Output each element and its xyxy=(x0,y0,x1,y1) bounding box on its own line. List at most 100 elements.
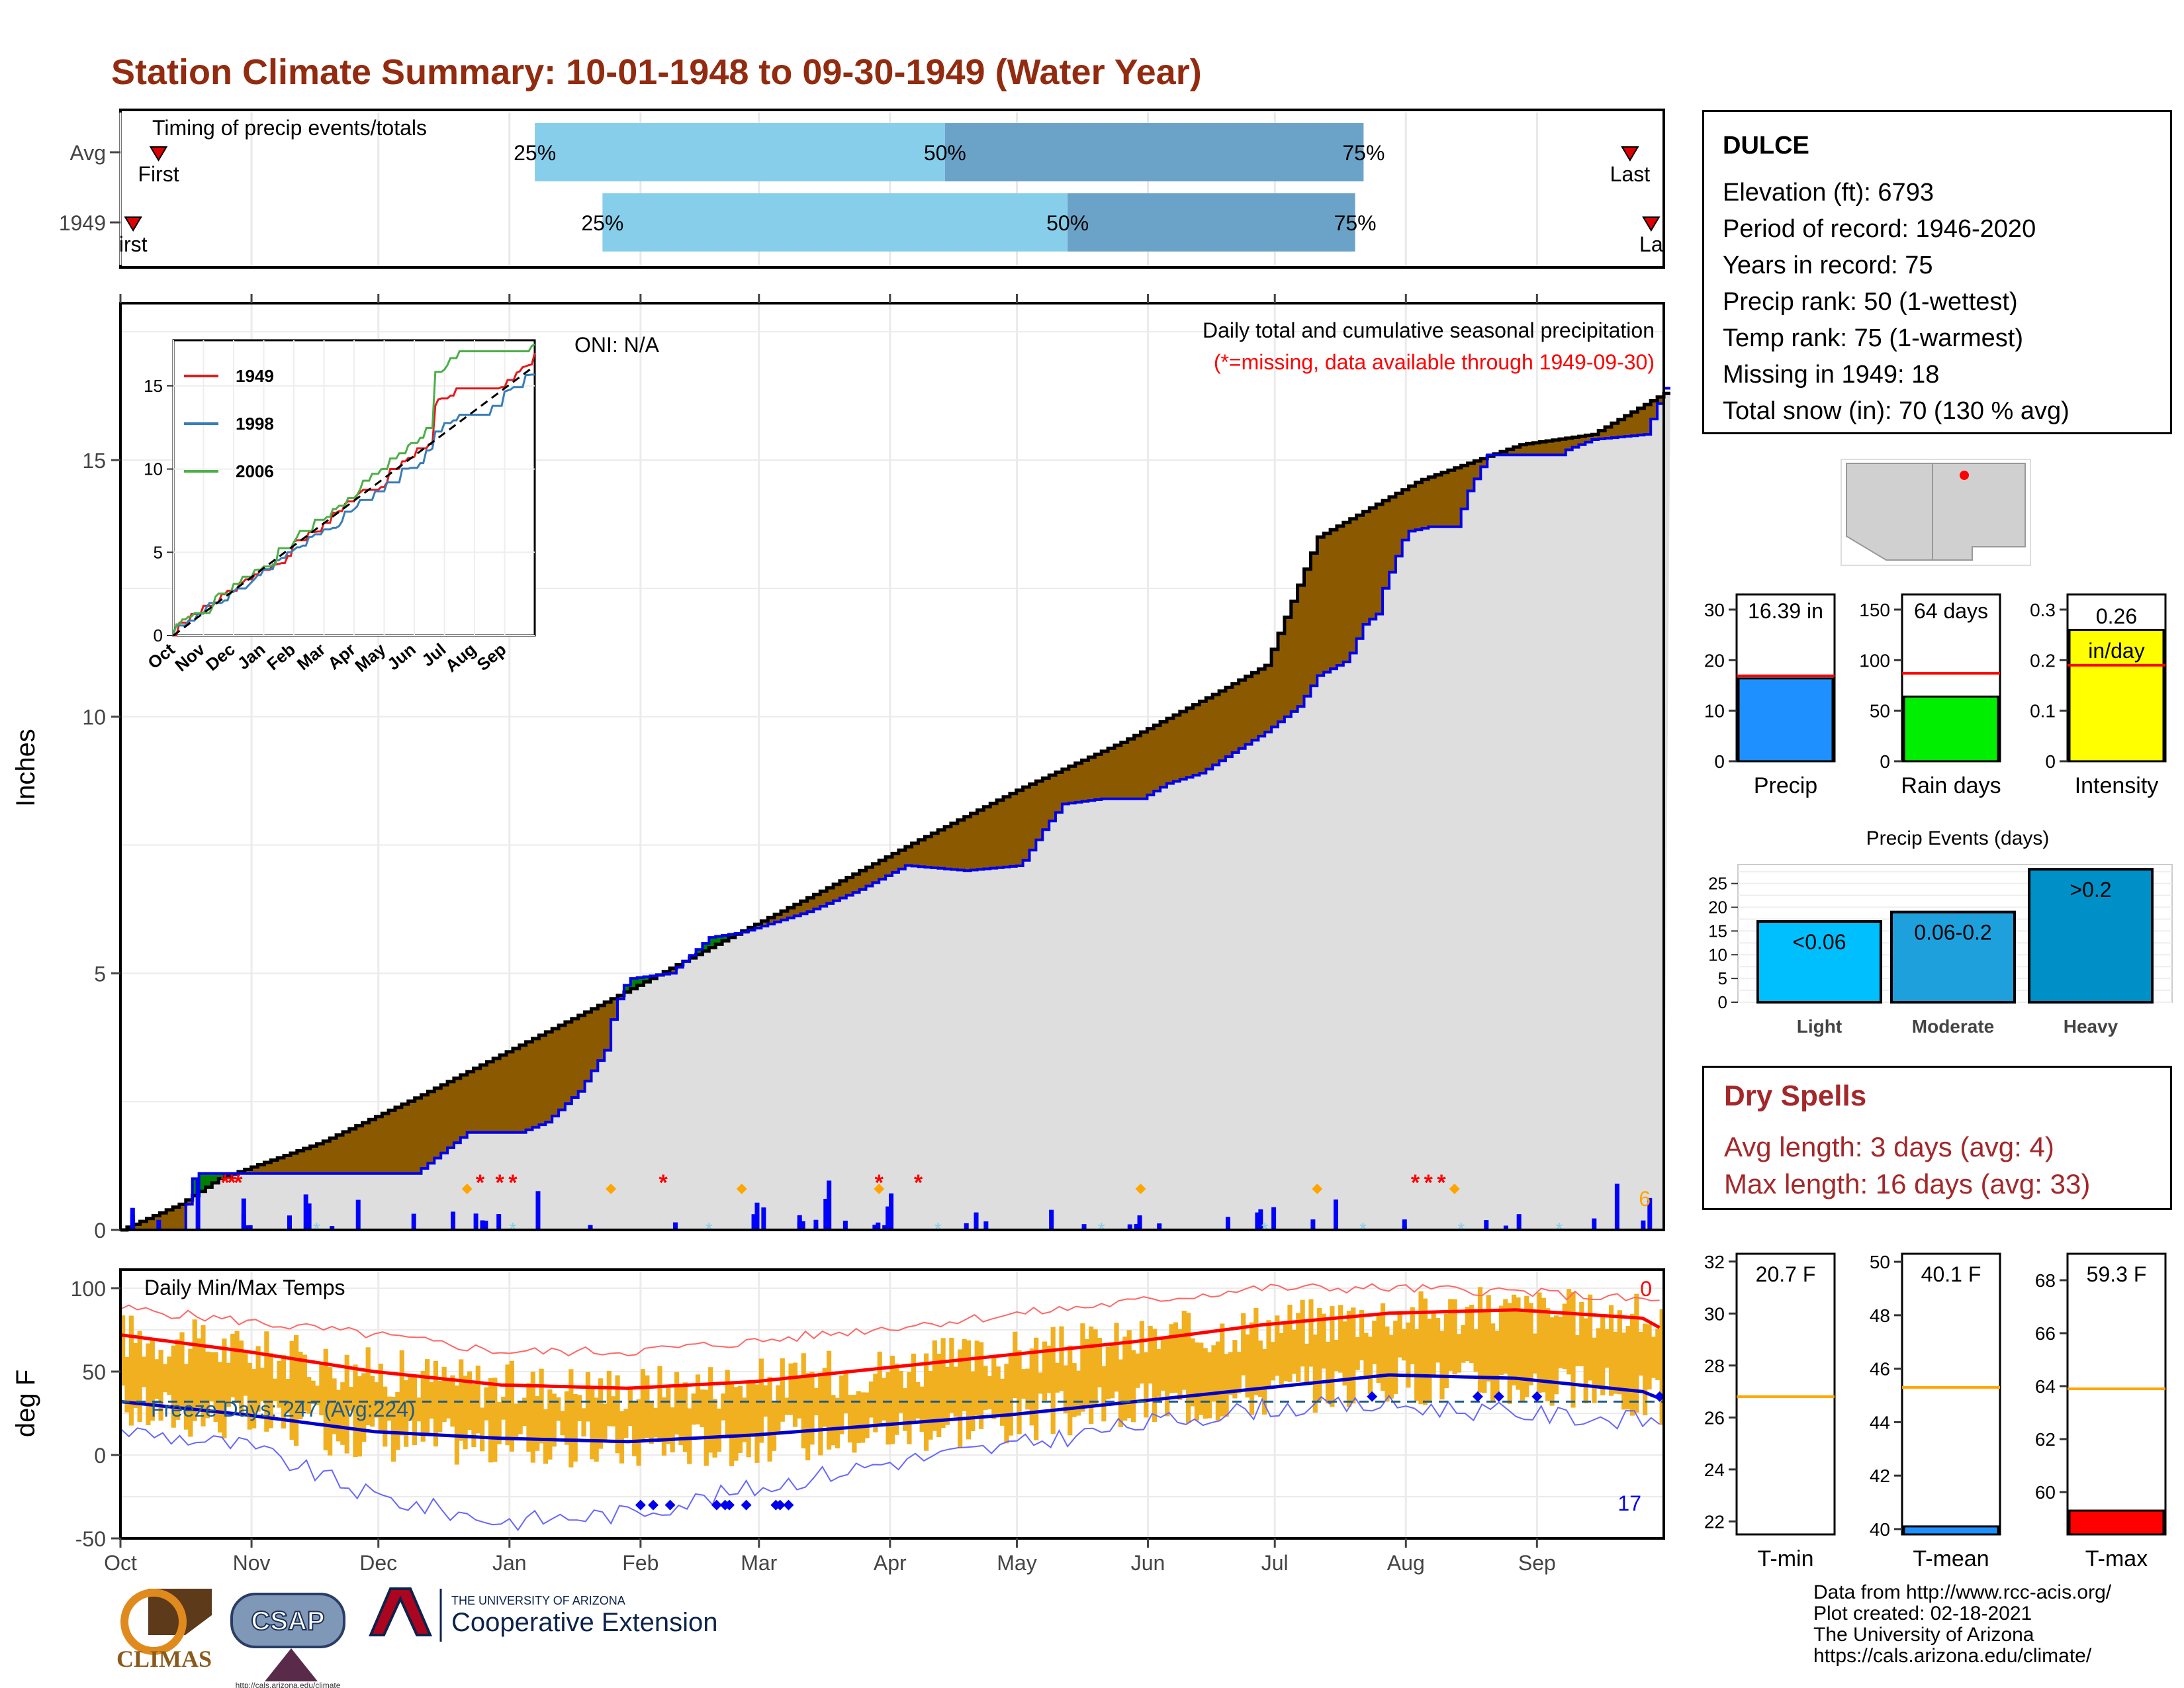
daily-temp-bar xyxy=(268,1353,273,1429)
deficit-fill xyxy=(604,1002,612,1051)
legend-label: 1998 xyxy=(236,414,274,434)
inset-avg-line xyxy=(173,365,535,637)
timing-bar-25-50 xyxy=(602,193,1068,252)
daily-temp-bar xyxy=(124,1356,130,1413)
daily-temp-bar xyxy=(831,1395,836,1446)
deficit-fill xyxy=(1637,408,1645,436)
daily-temp-bar xyxy=(1021,1369,1026,1399)
event-bar-label: 0.06-0.2 xyxy=(1914,921,1991,945)
daily-temp-bar xyxy=(1351,1307,1356,1404)
daily-temp-bar xyxy=(1249,1322,1255,1415)
daily-temp-bar xyxy=(581,1408,586,1437)
daily-temp-bar xyxy=(1211,1345,1216,1402)
deficit-fill xyxy=(1140,731,1148,799)
daily-temp-bar xyxy=(873,1374,878,1432)
daily-temp-bar xyxy=(162,1364,168,1393)
deficit-fill xyxy=(983,806,991,869)
daily-temp-bar xyxy=(505,1364,510,1446)
daily-temp-bar xyxy=(1625,1326,1631,1410)
deficit-fill xyxy=(931,833,938,868)
ylabel: Inches xyxy=(11,729,40,807)
daily-temp-bar xyxy=(1110,1342,1115,1399)
deficit-fill xyxy=(369,1119,376,1174)
ytick-label: 20 xyxy=(1708,898,1727,917)
record-low-diamond xyxy=(774,1499,786,1511)
deficit-fill xyxy=(1500,451,1508,455)
deficit-fill xyxy=(1572,437,1580,447)
record-low-diamond xyxy=(1654,1391,1665,1402)
deficit-fill xyxy=(1553,440,1560,455)
daily-temp-bar xyxy=(323,1348,328,1450)
daily-temp-bar xyxy=(1385,1326,1390,1402)
daily-temp-bar xyxy=(1304,1343,1310,1385)
pct-label: 25% xyxy=(514,141,556,165)
daily-temp-bar xyxy=(1169,1324,1174,1393)
deficit-fill xyxy=(362,1122,370,1174)
surplus-fill xyxy=(709,937,716,948)
daily-temp-bar xyxy=(712,1399,717,1458)
daily-temp-bar xyxy=(1279,1333,1284,1386)
daily-temp-bar xyxy=(1029,1348,1034,1426)
pct-label: 50% xyxy=(1046,211,1089,235)
record-low-diamond xyxy=(783,1499,794,1511)
deficit-fill xyxy=(1428,477,1435,527)
daily-temp-bar xyxy=(1181,1311,1187,1390)
surplus-fill xyxy=(212,1173,219,1183)
daily-temp-bar xyxy=(387,1396,392,1421)
daily-temp-bar xyxy=(666,1385,671,1444)
daily-temp-bar xyxy=(1291,1329,1297,1374)
record-low-diamond xyxy=(711,1499,722,1511)
timing-panel: Timing of precip events/totals 25% 50% 75% A… xyxy=(59,109,1665,269)
deficit-fill xyxy=(277,1157,285,1174)
event-bar-label: <0.06 xyxy=(1793,930,1846,954)
daily-temp-bar xyxy=(704,1389,709,1466)
ytick-label: 46 xyxy=(1870,1359,1890,1380)
csap-mountain xyxy=(265,1648,318,1681)
deficit-fill xyxy=(1631,412,1639,436)
daily-temp-bar xyxy=(361,1373,367,1442)
missing-marker: * xyxy=(914,1170,923,1196)
daily-temp-bar xyxy=(1549,1317,1555,1406)
deficit-fill xyxy=(453,1078,461,1143)
surplus-fill xyxy=(205,1173,212,1188)
timing-label: Timing of precip events/totals xyxy=(152,116,427,140)
deficit-fill xyxy=(852,874,860,893)
daily-temp-bar xyxy=(1414,1329,1420,1401)
daily-temp-bar xyxy=(1456,1334,1462,1373)
deficit-fill xyxy=(997,800,1004,868)
event-bar xyxy=(1890,910,2016,1004)
freeze-days-label: Freeze Days: 247 (Avg:224) xyxy=(151,1397,416,1421)
deficit-fill xyxy=(1513,447,1521,455)
tmin-frame xyxy=(1735,1252,1836,1536)
deficit-fill xyxy=(525,1041,533,1130)
intensity-unit: in/day xyxy=(2088,639,2144,663)
daily-temp-bar xyxy=(1562,1303,1567,1370)
daily-temp-bar xyxy=(1579,1301,1584,1366)
daily-temp-bar xyxy=(1245,1334,1250,1398)
daily-temp-bar xyxy=(383,1386,388,1447)
event-category: Moderate xyxy=(1912,1016,1994,1037)
daily-temp-bar xyxy=(1038,1372,1043,1394)
deficit-fill xyxy=(1422,479,1429,529)
daily-temp-bar xyxy=(1084,1338,1089,1405)
daily-precip-bar xyxy=(1127,1224,1132,1230)
ytick-label: 5 xyxy=(1718,968,1727,988)
daily-temp-bar xyxy=(1592,1337,1597,1403)
daily-temp-bar xyxy=(978,1342,984,1429)
deficit-fill xyxy=(781,911,788,920)
daily-temp-bar xyxy=(205,1351,210,1419)
daily-temp-bar xyxy=(1469,1305,1475,1364)
daily-temp-bar xyxy=(691,1393,696,1425)
inset-chart: 051015OctNovDecJanFebMarAprMayJunJulAugS… xyxy=(144,339,536,676)
daily-temp-bar xyxy=(273,1378,278,1401)
deficit-fill xyxy=(512,1048,520,1133)
daily-temp-bar xyxy=(547,1389,553,1460)
deficit-fill xyxy=(839,880,847,898)
first-marker xyxy=(124,216,142,232)
csap-url: http://cals.arizona.edu/climate xyxy=(236,1681,341,1688)
deficit-fill xyxy=(938,829,945,868)
deficit-fill xyxy=(813,894,821,910)
daily-temp-bar xyxy=(898,1371,903,1413)
daily-temp-bar xyxy=(1435,1318,1441,1363)
daily-temp-bar xyxy=(822,1368,827,1427)
